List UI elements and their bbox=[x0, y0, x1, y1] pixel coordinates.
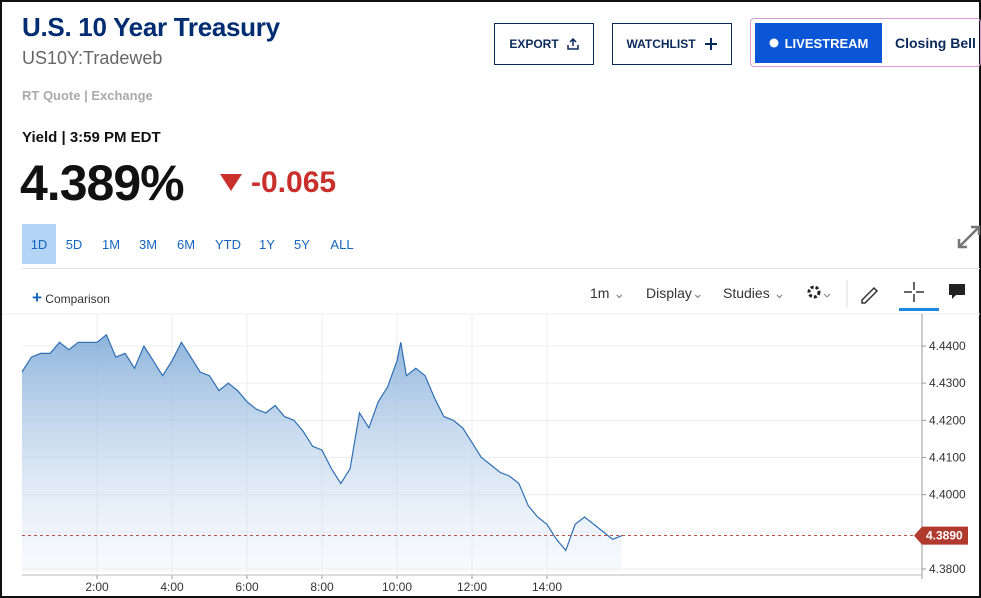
range-tab[interactable]: 1D bbox=[22, 224, 56, 264]
expand-icon[interactable] bbox=[956, 224, 981, 250]
draw-icon[interactable] bbox=[861, 286, 879, 304]
current-value-label: 4.3890 bbox=[926, 529, 963, 543]
x-tick-label: 4:00 bbox=[160, 580, 184, 594]
dot bbox=[769, 38, 779, 48]
symbol: US10Y:Tradeweb bbox=[22, 48, 163, 68]
label: EXPORT bbox=[509, 37, 559, 51]
label: Comparison bbox=[45, 292, 110, 306]
line bbox=[21, 333, 623, 552]
comparison-button[interactable]: + Comparison bbox=[32, 288, 110, 307]
range-tab[interactable]: YTD bbox=[215, 236, 241, 252]
watchlist-button[interactable]: WATCHLIST bbox=[612, 23, 732, 65]
label: WATCHLIST bbox=[626, 37, 696, 51]
display-menu[interactable]: Display⌄ bbox=[646, 285, 704, 301]
studies-menu[interactable]: Studies ⌄ bbox=[723, 285, 786, 301]
current-value-tag bbox=[914, 526, 968, 545]
separator bbox=[22, 268, 980, 269]
y-tick-label: 4.4300 bbox=[929, 376, 966, 390]
range-tab[interactable]: 6M bbox=[176, 236, 196, 252]
active-indicator bbox=[899, 308, 939, 311]
x-tick-label: 2:00 bbox=[85, 580, 109, 594]
down-arrow bbox=[220, 174, 242, 191]
label: Studies bbox=[723, 285, 770, 301]
x-tick-label: 14:00 bbox=[532, 580, 562, 594]
y-tick-label: 4.4200 bbox=[929, 413, 966, 427]
change: -0.065 bbox=[251, 166, 337, 199]
title: U.S. 10 Year Treasury bbox=[22, 12, 280, 42]
y-tick-label: 4.3800 bbox=[929, 562, 966, 576]
range-tab[interactable]: 1M bbox=[101, 236, 121, 252]
quote-label: Yield | 3:59 PM EDT bbox=[22, 129, 161, 146]
settings-icon[interactable] bbox=[807, 285, 821, 299]
closing-bell-link[interactable]: Closing Bell bbox=[895, 35, 976, 51]
y-tick-label: 4.4000 bbox=[929, 488, 966, 502]
label: Display bbox=[646, 285, 692, 301]
interval-menu[interactable]: 1m ⌄ bbox=[590, 285, 626, 301]
x-tick-label: 10:00 bbox=[382, 580, 412, 594]
x-tick-label: 6:00 bbox=[235, 580, 259, 594]
label: 1m bbox=[590, 285, 610, 301]
export-button[interactable]: EXPORT bbox=[494, 23, 594, 65]
label: LIVESTREAM bbox=[784, 35, 869, 51]
price: 4.389% bbox=[20, 155, 185, 211]
quote-source: RT Quote | Exchange bbox=[22, 88, 153, 103]
livestream-button[interactable]: LIVESTREAM bbox=[755, 23, 882, 63]
range-tab[interactable]: 5Y bbox=[294, 236, 310, 252]
y-tick-label: 4.4100 bbox=[929, 450, 966, 464]
y-tick-label: 4.4400 bbox=[929, 339, 966, 353]
icon bbox=[704, 38, 717, 50]
crosshair-icon[interactable] bbox=[904, 282, 924, 302]
range-tab[interactable]: 1Y bbox=[259, 236, 275, 252]
range-tab[interactable]: ALL bbox=[330, 236, 354, 252]
range-tab[interactable]: 5D bbox=[65, 236, 83, 252]
area bbox=[22, 334, 622, 572]
comment-icon[interactable] bbox=[949, 284, 965, 299]
tool-icons bbox=[807, 280, 965, 311]
livestream-box: LIVESTREAM Closing Bell bbox=[750, 18, 981, 67]
x-tick-label: 8:00 bbox=[310, 580, 334, 594]
x-tick-label: 12:00 bbox=[457, 580, 487, 594]
range-tab[interactable]: 3M bbox=[138, 236, 158, 252]
icon bbox=[566, 38, 579, 50]
